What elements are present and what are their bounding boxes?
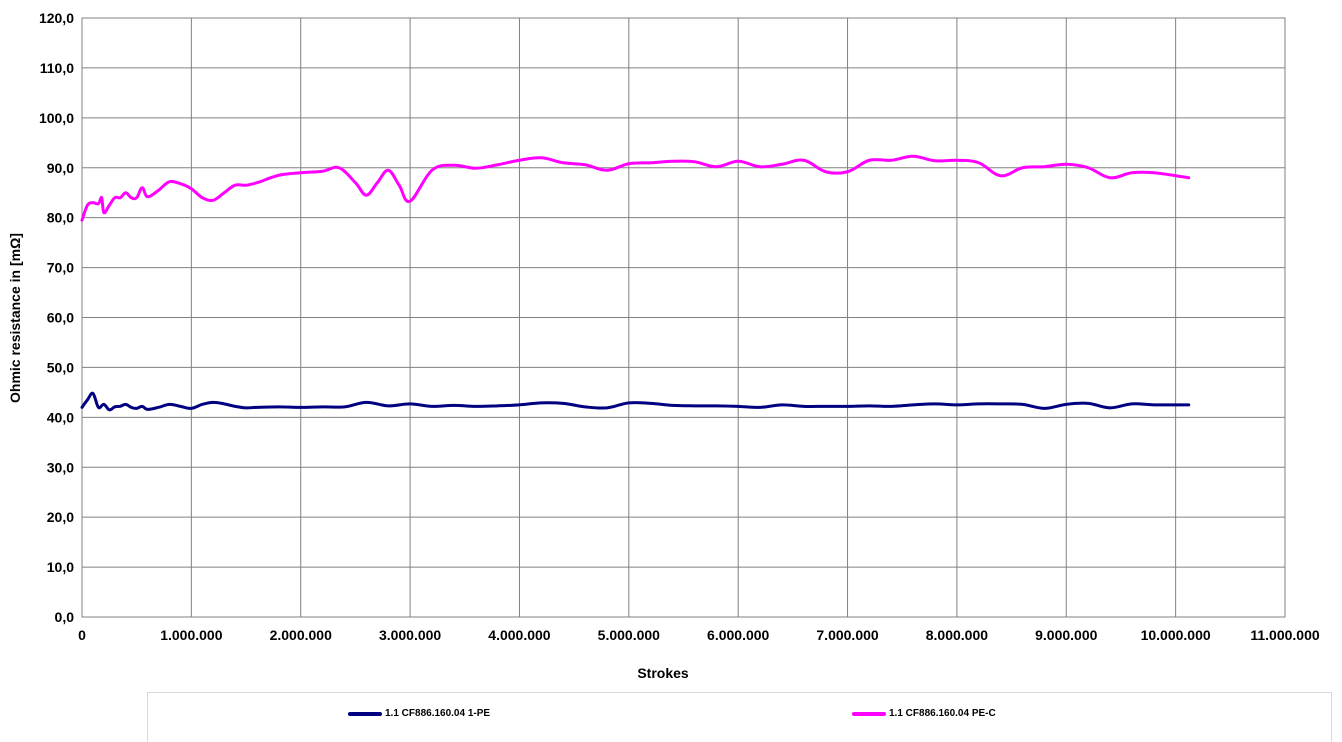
series-line-1-pe [80, 391, 1191, 412]
x-tick-label: 5.000.000 [598, 627, 660, 643]
gridlines [81, 17, 1286, 618]
x-tick-label: 9.000.000 [1035, 627, 1097, 643]
x-tick-label: 3.000.000 [379, 627, 441, 643]
legend-swatch-pe-c [852, 711, 886, 716]
x-axis-title: Strokes [637, 665, 689, 681]
x-axis-tick-labels: 0 1.000.000 2.000.000 3.000.000 4.000.000 5.0… [78, 627, 1320, 643]
line-chart: 0,0 10,0 20,0 30,0 40,0 50,0 60,0 70,0 80,0 90,0 1… [7, 10, 1320, 681]
y-tick-label: 100,0 [39, 110, 74, 126]
x-tick-label: 0 [78, 627, 86, 643]
y-tick-label: 90,0 [47, 160, 74, 176]
x-tick-label: 6.000.000 [707, 627, 769, 643]
series-lines [80, 154, 1191, 412]
y-tick-label: 60,0 [47, 310, 74, 326]
x-tick-label: 8.000.000 [926, 627, 988, 643]
x-tick-label: 4.000.000 [488, 627, 550, 643]
legend-item-pe-c: 1.1 CF886.160.04 PE-C [852, 708, 996, 719]
legend-label-pe-c: 1.1 CF886.160.04 PE-C [889, 708, 996, 719]
x-tick-label: 7.000.000 [816, 627, 878, 643]
y-tick-label: 10,0 [47, 559, 74, 575]
x-tick-label: 1.000.000 [160, 627, 222, 643]
plot-border [81, 17, 1286, 618]
y-tick-label: 110,0 [40, 60, 74, 76]
y-tick-label: 50,0 [47, 359, 74, 375]
y-tick-label: 0,0 [55, 609, 75, 625]
y-tick-label: 80,0 [47, 210, 74, 226]
y-tick-label: 30,0 [47, 459, 74, 475]
x-tick-label: 2.000.000 [270, 627, 332, 643]
x-tick-label: 10.000.000 [1141, 627, 1211, 643]
x-tick-label: 11.000.000 [1250, 627, 1320, 643]
y-tick-label: 70,0 [47, 260, 74, 276]
y-axis-tick-labels: 0,0 10,0 20,0 30,0 40,0 50,0 60,0 70,0 80,0 90,0 1… [39, 10, 74, 625]
y-tick-label: 120,0 [39, 10, 74, 26]
series-line-pe-c [80, 154, 1191, 222]
y-tick-label: 40,0 [47, 409, 74, 425]
legend-label-1-pe: 1.1 CF886.160.04 1-PE [385, 708, 491, 719]
legend: 1.1 CF886.160.04 1-PE 1.1 CF886.160.04 P… [147, 692, 1332, 742]
y-axis-title: Ohmic resistance in [mΩ] [7, 233, 23, 403]
legend-item-1-pe: 1.1 CF886.160.04 1-PE [348, 708, 490, 719]
y-tick-label: 20,0 [47, 509, 74, 525]
legend-swatch-1-pe [348, 711, 382, 716]
